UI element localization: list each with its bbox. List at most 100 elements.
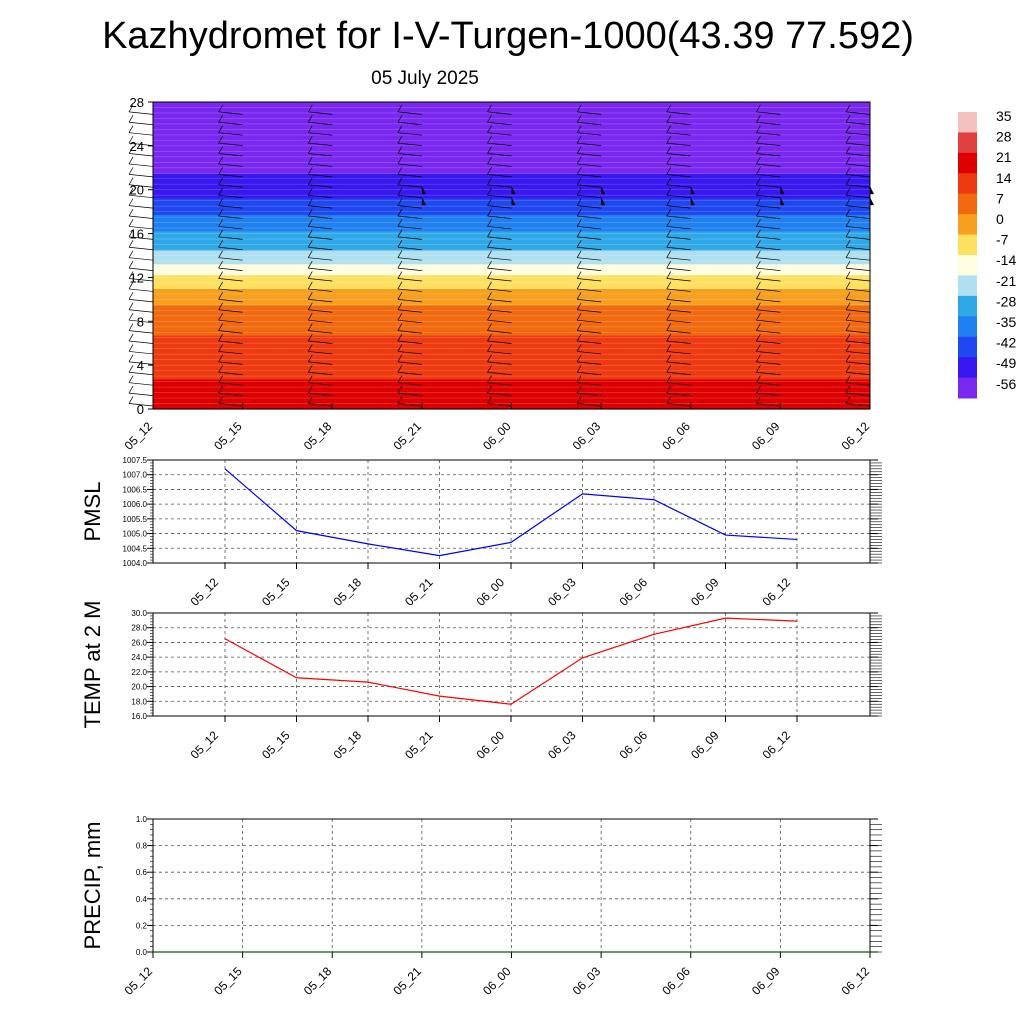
wind-barb-feather [576, 188, 582, 196]
wind-barb-feather [666, 167, 672, 175]
wind-barb [845, 340, 871, 344]
wind-barb [756, 121, 781, 126]
wind-barb [577, 257, 602, 261]
wind-barb-feather [307, 177, 313, 185]
temperature-band [153, 203, 870, 207]
wind-barb-feather [218, 115, 223, 123]
x-tick-label: 06_03 [545, 728, 579, 762]
wind-barb [577, 278, 602, 282]
wind-barb [218, 132, 243, 136]
temperature-band [153, 329, 870, 333]
wind-barb [845, 351, 871, 355]
temperature-band [153, 134, 870, 139]
wind-barb [218, 319, 243, 324]
wind-barb [397, 361, 422, 365]
wind-barb [128, 403, 154, 407]
y-tick-label: 0 [137, 402, 144, 417]
temperature-band [153, 348, 870, 353]
wind-barb-feather [845, 188, 851, 196]
wind-barb-feather [397, 302, 403, 310]
temperature-band [153, 252, 870, 257]
wind-barb-feather [487, 323, 492, 331]
wind-barb-feather [128, 146, 134, 154]
y-tick-label: 16.0 [131, 712, 147, 721]
wind-barb-feather [666, 146, 672, 154]
colorbar-segment [958, 255, 977, 276]
wind-barb [308, 382, 333, 386]
temperature-band [153, 367, 870, 372]
wind-barb-feather [218, 365, 223, 373]
wind-barb [666, 330, 691, 334]
wind-barb-feather [218, 344, 223, 352]
temperature-band [153, 345, 870, 350]
temperature-band [153, 225, 870, 229]
x-tick-label: 06_12 [839, 964, 873, 998]
wind-barb [308, 351, 333, 355]
x-tick-label: 06_06 [617, 575, 651, 609]
wind-barb [397, 288, 422, 292]
temperature-band [153, 250, 870, 254]
wind-barb-feather [487, 208, 492, 217]
wind-barb [666, 132, 691, 136]
wind-barb-feather [128, 135, 134, 144]
wind-barb-feather [756, 198, 761, 206]
temperature-band [153, 260, 870, 265]
wind-barb-feather [128, 260, 134, 269]
wind-barb-feather [845, 135, 851, 144]
wind-barb [577, 309, 602, 313]
wind-barb [218, 215, 243, 219]
wind-barb [487, 392, 512, 396]
wind-barb [666, 226, 691, 230]
wind-barb [577, 392, 602, 396]
temperature-band [153, 370, 870, 374]
x-tick-label: 06_06 [659, 419, 693, 453]
wind-barb-feather [576, 250, 582, 258]
temperature-band [153, 222, 870, 226]
x-tick-label: 05_18 [331, 575, 365, 609]
wind-barb-feather [666, 302, 672, 310]
wind-barb-feather [576, 229, 582, 238]
wind-barb-feather [307, 156, 313, 165]
line-panel-3: 0.0 0.2 0.4 0.6 0.8 1.0 05_12 05_15 05_18 05_21 06… [80, 815, 882, 998]
wind-barb-feather [666, 375, 672, 383]
wind-barb [487, 226, 512, 230]
wind-barb-feather [845, 323, 851, 331]
wind-barb [218, 142, 243, 146]
x-tick-label: 05_12 [188, 728, 222, 762]
wind-barb-feather [576, 333, 582, 342]
wind-barb [666, 142, 691, 146]
x-tick-label: 06_12 [760, 575, 794, 609]
wind-barb [577, 153, 602, 157]
temperature-band [153, 340, 870, 344]
chart-panels: 0 4 8 12 16 20 24 28 05_12 05_15 05_18 05_21 06_00 06… [80, 95, 1016, 998]
wind-barb [756, 371, 781, 376]
wind-barb-feather [218, 260, 223, 269]
y-tick-label: 20.0 [131, 683, 147, 692]
wind-barb-feather [576, 219, 582, 227]
wind-barb [128, 330, 154, 334]
wind-barb [845, 392, 871, 396]
wind-barb [666, 184, 691, 188]
x-tick-label: 05_12 [122, 419, 156, 453]
wind-barb [308, 309, 333, 313]
wind-barb [128, 174, 154, 178]
wind-barb-feather [666, 396, 672, 404]
wind-barb-feather [487, 281, 492, 290]
wind-barb [845, 111, 871, 115]
wind-barb [666, 319, 691, 324]
y-tick-label: 0.2 [136, 921, 148, 930]
wind-barb-feather [576, 240, 582, 248]
temperature-band [153, 354, 870, 358]
wind-barb [845, 299, 871, 303]
temperature-band [153, 102, 870, 106]
wind-barb-feather [576, 354, 582, 363]
wind-barb-feather [845, 125, 851, 133]
y-tick-label: 1007.5 [123, 456, 148, 465]
y-tick-label: 1004.0 [123, 559, 148, 568]
wind-barb [756, 330, 781, 334]
wind-barb [397, 371, 422, 376]
cross-section-panel: 0 4 8 12 16 20 24 28 05_12 05_15 05_18 05_21 06_00 06… [122, 95, 1017, 453]
figure-title: Kazhydromet for I-V-Turgen-1000(43.39 77… [102, 15, 914, 57]
wind-pennant [780, 197, 785, 206]
